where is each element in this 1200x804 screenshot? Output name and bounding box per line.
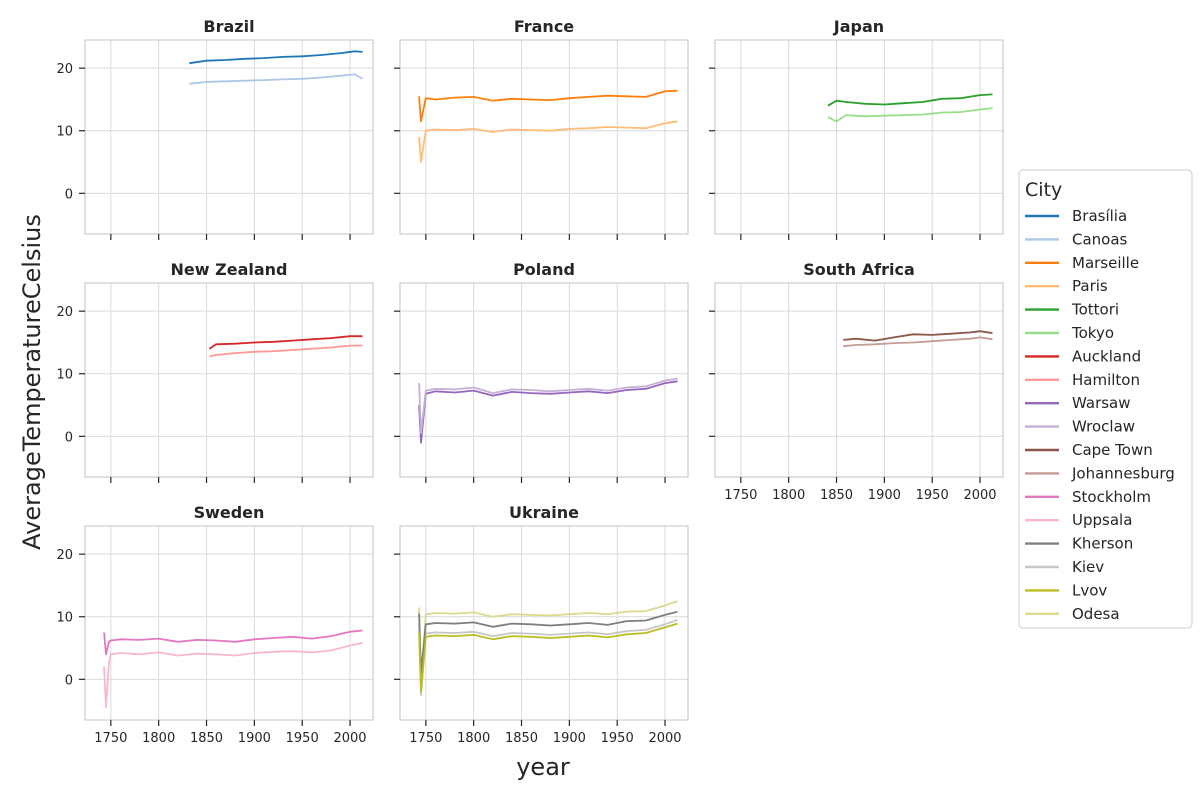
panel-south-africa-background xyxy=(715,283,1003,477)
x-tick-label: 2000 xyxy=(333,731,366,746)
x-axis-label: year xyxy=(516,753,570,781)
x-tick-label: 1900 xyxy=(553,731,586,746)
legend-title: City xyxy=(1025,179,1062,201)
panel-title-sweden: Sweden xyxy=(194,503,265,522)
series-line-stockholm xyxy=(103,629,363,656)
x-tick-label: 1800 xyxy=(772,488,805,503)
y-tick-label: 0 xyxy=(65,430,73,445)
series-line-uppsala xyxy=(103,642,363,709)
series-line-tokyo xyxy=(827,107,993,123)
x-tick-label: 1950 xyxy=(916,488,949,503)
legend-label-lvov: Lvov xyxy=(1072,581,1107,599)
panel-title-japan: Japan xyxy=(833,17,884,36)
panel-ukraine-frame xyxy=(399,525,689,721)
panel-brazil-frame xyxy=(84,39,374,235)
legend-box xyxy=(1018,169,1193,629)
panel-sweden-background xyxy=(85,526,373,720)
series-line-johannesburg xyxy=(843,336,993,348)
series-line-lvov xyxy=(418,622,678,693)
legend-label-johannesburg: Johannesburg xyxy=(1071,464,1175,482)
series-line-canoas xyxy=(189,73,363,85)
legend-label-uppsala: Uppsala xyxy=(1072,511,1132,529)
panel-title-new-zealand: New Zealand xyxy=(171,260,288,279)
panel-title-brazil: Brazil xyxy=(203,17,254,36)
x-tick-label: 1850 xyxy=(190,731,223,746)
panel-title-poland: Poland xyxy=(513,260,575,279)
series-line-cape-town xyxy=(843,330,993,342)
x-tick-label: 1850 xyxy=(820,488,853,503)
legend-label-kherson: Kherson xyxy=(1072,535,1133,553)
x-tick-label: 2000 xyxy=(963,488,996,503)
y-tick-label: 10 xyxy=(56,611,73,626)
legend-label-brasilia: Brasília xyxy=(1072,207,1127,225)
y-axis-label: AverageTemperatureCelsius xyxy=(18,214,46,550)
y-tick-label: 10 xyxy=(56,368,73,383)
legend-label-tokyo: Tokyo xyxy=(1071,324,1114,342)
panel-france-background xyxy=(400,40,688,234)
legend-label-canoas: Canoas xyxy=(1072,230,1128,248)
series-line-odesa xyxy=(418,600,678,687)
legend-label-hamilton: Hamilton xyxy=(1072,371,1140,389)
legend-label-auckland: Auckland xyxy=(1072,347,1141,365)
series-line-wroclaw xyxy=(418,377,678,435)
legend-label-tottori: Tottori xyxy=(1071,301,1119,319)
panel-brazil-background xyxy=(85,40,373,234)
panel-new-zealand-frame xyxy=(84,282,374,478)
panel-japan-frame xyxy=(714,39,1004,235)
legend-label-paris: Paris xyxy=(1072,277,1108,295)
x-tick-label: 1900 xyxy=(238,731,271,746)
series-line-hamilton xyxy=(209,344,363,358)
x-tick-label: 1850 xyxy=(505,731,538,746)
series-line-paris xyxy=(418,120,678,163)
panel-sweden-frame xyxy=(84,525,374,721)
x-tick-label: 1900 xyxy=(868,488,901,503)
y-tick-label: 20 xyxy=(56,305,73,320)
series-line-brasilia xyxy=(189,50,363,65)
legend-label-cape-town: Cape Town xyxy=(1072,441,1153,459)
x-tick-label: 1800 xyxy=(142,731,175,746)
legend-label-stockholm: Stockholm xyxy=(1072,488,1151,506)
legend-label-kiev: Kiev xyxy=(1072,558,1104,576)
x-tick-label: 1950 xyxy=(286,731,319,746)
series-line-marseille xyxy=(418,89,678,123)
x-tick-label: 1750 xyxy=(409,731,442,746)
legend-label-marseille: Marseille xyxy=(1072,254,1139,272)
panel-poland-frame xyxy=(399,282,689,478)
panel-japan-background xyxy=(715,40,1003,234)
panel-south-africa-frame xyxy=(714,282,1004,478)
legend-label-odesa: Odesa xyxy=(1072,605,1120,623)
x-tick-label: 1800 xyxy=(457,731,490,746)
panel-new-zealand-background xyxy=(85,283,373,477)
series-line-kherson xyxy=(418,610,678,674)
y-tick-label: 20 xyxy=(56,548,73,563)
x-tick-label: 1750 xyxy=(94,731,127,746)
panel-title-ukraine: Ukraine xyxy=(509,503,579,522)
legend-label-warsaw: Warsaw xyxy=(1072,394,1131,412)
panel-poland-background xyxy=(400,283,688,477)
x-tick-label: 2000 xyxy=(648,731,681,746)
y-tick-label: 0 xyxy=(65,673,73,688)
panel-france-frame xyxy=(399,39,689,235)
x-tick-label: 1750 xyxy=(724,488,757,503)
panel-title-south-africa: South Africa xyxy=(803,260,915,279)
legend-label-wroclaw: Wroclaw xyxy=(1072,418,1135,436)
panel-title-france: France xyxy=(514,17,574,36)
series-line-kiev xyxy=(418,619,678,696)
y-tick-label: 10 xyxy=(56,125,73,140)
x-tick-label: 1950 xyxy=(601,731,634,746)
series-line-auckland xyxy=(208,335,363,350)
y-tick-label: 20 xyxy=(56,62,73,77)
series-line-tottori xyxy=(827,93,993,107)
y-tick-label: 0 xyxy=(65,187,73,202)
series-line-warsaw xyxy=(418,380,678,444)
